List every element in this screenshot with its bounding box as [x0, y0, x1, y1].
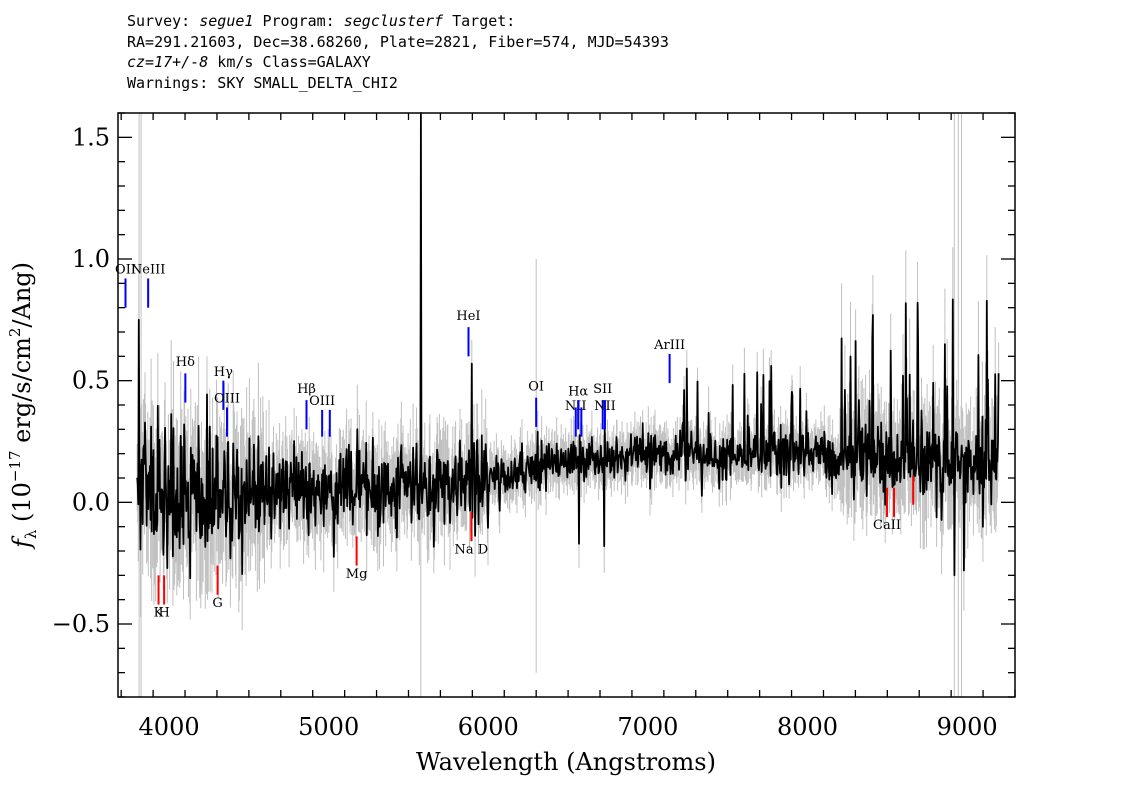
absorption-line-label-2: G [212, 596, 222, 611]
spectrum-header: Survey: segue1 Program: segclusterf Targ… [127, 11, 669, 93]
x-tick-label: 7000 [617, 713, 678, 741]
survey-name: segue1 [199, 12, 254, 30]
emission-line-label-4: OIII [214, 392, 240, 407]
x-axis-title: Wavelength (Angstroms) [416, 748, 716, 776]
y-tick-label: 0.0 [72, 488, 110, 516]
header-line-redshift: cz=17+/-8 km/s Class=GALAXY [127, 52, 669, 73]
y-tick-label: −0.5 [52, 610, 110, 638]
emission-line-label-11: Hα [568, 384, 588, 399]
emission-line-label-14: NII [594, 399, 616, 414]
emission-line-label-8: HeI [456, 309, 480, 324]
absorption-line-label-1: H [158, 606, 169, 621]
absorption-line-label-5: CaII [873, 518, 901, 533]
absorption-line-label-3: Mg [346, 567, 368, 582]
flux-series [136, 112, 1000, 580]
emission-line-label-9: OI [528, 379, 544, 394]
y-tick-label: 0.5 [72, 367, 110, 395]
header-line-survey: Survey: segue1 Program: segclusterf Targ… [127, 11, 669, 32]
emission-line-label-2: Hδ [176, 355, 195, 370]
absorption-line-label-0: K [154, 606, 164, 621]
redshift-value: cz=17+/-8 [127, 53, 209, 72]
y-tick-label: 1.0 [72, 245, 110, 273]
emission-line-label-10: NII [565, 399, 587, 414]
axes: 4000 5000 6000 7000 8000 9000 −0.5 0.0 0.5 1.0 1.5 [52, 112, 1016, 741]
y-tick-label: 1.5 [72, 123, 110, 151]
emission-line-label-0: OII [115, 263, 136, 278]
x-tick-label: 8000 [777, 713, 838, 741]
emission-line-label-3: Hγ [214, 365, 233, 380]
survey-prefix: Survey: [127, 12, 200, 30]
emission-line-label-13: SII [593, 382, 612, 397]
x-tick-label: 9000 [937, 713, 998, 741]
header-line-coords: RA=291.21603, Dec=38.68260, Plate=2821, … [127, 32, 669, 51]
emission-line-label-15: ArIII [653, 338, 685, 353]
target-label: Target: [443, 12, 516, 30]
flux-line [136, 112, 1000, 580]
header-line-warnings: Warnings: SKY SMALL_DELTA_CHI2 [127, 73, 398, 92]
emission-line-label-1: NeIII [131, 263, 165, 278]
emission-line-label-5: Hβ [297, 382, 316, 397]
emission-line-label-6: OIII [309, 394, 335, 409]
program-prefix: Program: [253, 12, 344, 30]
program-name: segclusterf [343, 12, 444, 30]
x-tick-label: 5000 [298, 713, 359, 741]
x-tick-label: 6000 [458, 713, 519, 741]
absorption-line-label-4: Na D [455, 542, 489, 557]
class-label: km/s Class=GALAXY [208, 53, 371, 72]
y-axis-title: fλ (10−17 erg/s/cm2/Ang) [6, 262, 40, 550]
x-tick-label: 4000 [139, 713, 200, 741]
